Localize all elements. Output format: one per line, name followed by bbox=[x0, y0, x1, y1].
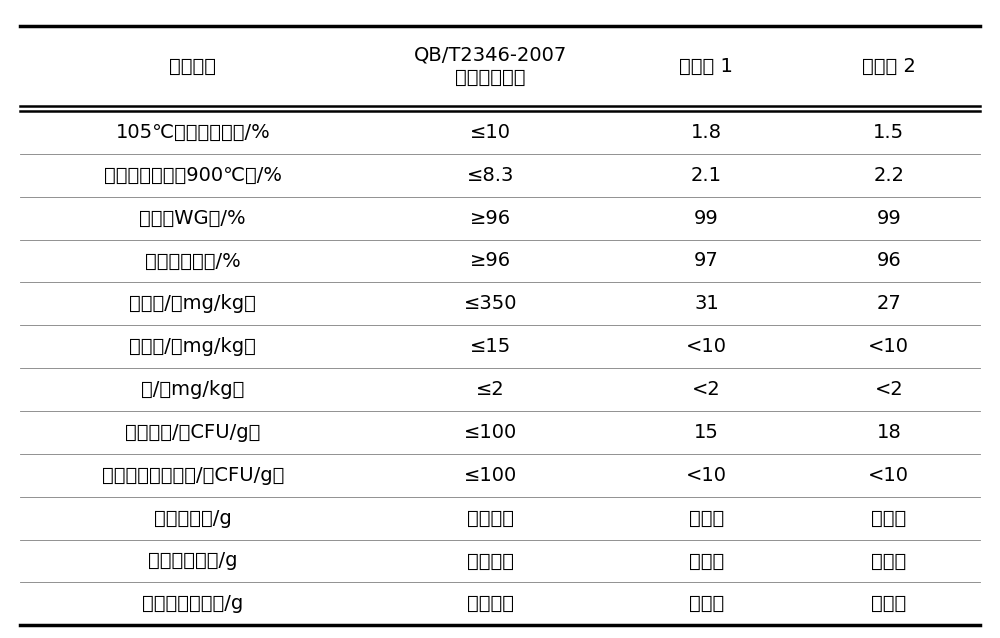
Text: ≤8.3: ≤8.3 bbox=[467, 166, 514, 185]
Text: ≤10: ≤10 bbox=[470, 123, 511, 142]
Text: 菌落总数/（CFU/g）: 菌落总数/（CFU/g） bbox=[125, 423, 260, 442]
Text: 97: 97 bbox=[694, 251, 719, 271]
Text: 未检出: 未检出 bbox=[689, 508, 724, 528]
Text: 99: 99 bbox=[694, 209, 719, 228]
Text: 实施例 1: 实施例 1 bbox=[679, 57, 733, 75]
Text: ≥96: ≥96 bbox=[470, 209, 511, 228]
Text: 未检出: 未检出 bbox=[689, 551, 724, 570]
Text: 2.2: 2.2 bbox=[873, 166, 904, 185]
Text: 96: 96 bbox=[876, 251, 901, 271]
Text: ≤2: ≤2 bbox=[476, 380, 505, 399]
Text: <10: <10 bbox=[868, 337, 909, 356]
Text: 砷/（mg/kg）: 砷/（mg/kg） bbox=[141, 380, 244, 399]
Text: <10: <10 bbox=[686, 466, 727, 485]
Text: 粪大肠菌群/g: 粪大肠菌群/g bbox=[154, 508, 232, 528]
Text: ≥96: ≥96 bbox=[470, 251, 511, 271]
Text: 1.8: 1.8 bbox=[691, 123, 722, 142]
Text: ≤350: ≤350 bbox=[464, 294, 517, 313]
Text: 白度（WG）/%: 白度（WG）/% bbox=[139, 209, 246, 228]
Text: 27: 27 bbox=[876, 294, 901, 313]
Text: <10: <10 bbox=[686, 337, 727, 356]
Text: <2: <2 bbox=[874, 380, 903, 399]
Text: 18: 18 bbox=[876, 423, 901, 442]
Text: 2.1: 2.1 bbox=[691, 166, 722, 185]
Text: 未检出: 未检出 bbox=[871, 551, 906, 570]
Text: 铁含量/（mg/kg）: 铁含量/（mg/kg） bbox=[129, 294, 256, 313]
Text: ≤15: ≤15 bbox=[470, 337, 511, 356]
Text: 15: 15 bbox=[694, 423, 719, 442]
Text: 重金属/（mg/kg）: 重金属/（mg/kg） bbox=[129, 337, 256, 356]
Text: 未检出: 未检出 bbox=[689, 595, 724, 613]
Text: QB/T2346-2007
规定技术要求: QB/T2346-2007 规定技术要求 bbox=[414, 45, 567, 87]
Text: <2: <2 bbox=[692, 380, 721, 399]
Text: <10: <10 bbox=[868, 466, 909, 485]
Text: 二氧化硅含量/%: 二氧化硅含量/% bbox=[145, 251, 241, 271]
Text: 霉菌与酵母菌总数/（CFU/g）: 霉菌与酵母菌总数/（CFU/g） bbox=[102, 466, 284, 485]
Text: 105℃下挥发物含量/%: 105℃下挥发物含量/% bbox=[115, 123, 270, 142]
Text: ≤100: ≤100 bbox=[464, 466, 517, 485]
Text: 实施例 2: 实施例 2 bbox=[862, 57, 916, 75]
Text: 铜绿假单胞菌/g: 铜绿假单胞菌/g bbox=[148, 551, 238, 570]
Text: 金黄色葡萄球菌/g: 金黄色葡萄球菌/g bbox=[142, 595, 243, 613]
Text: 干剂灼烧失重（900℃）/%: 干剂灼烧失重（900℃）/% bbox=[104, 166, 282, 185]
Text: 1.5: 1.5 bbox=[873, 123, 904, 142]
Text: 31: 31 bbox=[694, 294, 719, 313]
Text: 未检出: 未检出 bbox=[871, 595, 906, 613]
Text: 不应检出: 不应检出 bbox=[467, 595, 514, 613]
Text: 不应检出: 不应检出 bbox=[467, 551, 514, 570]
Text: 检测项目: 检测项目 bbox=[169, 57, 216, 75]
Text: 未检出: 未检出 bbox=[871, 508, 906, 528]
Text: 不应检出: 不应检出 bbox=[467, 508, 514, 528]
Text: ≤100: ≤100 bbox=[464, 423, 517, 442]
Text: 99: 99 bbox=[876, 209, 901, 228]
